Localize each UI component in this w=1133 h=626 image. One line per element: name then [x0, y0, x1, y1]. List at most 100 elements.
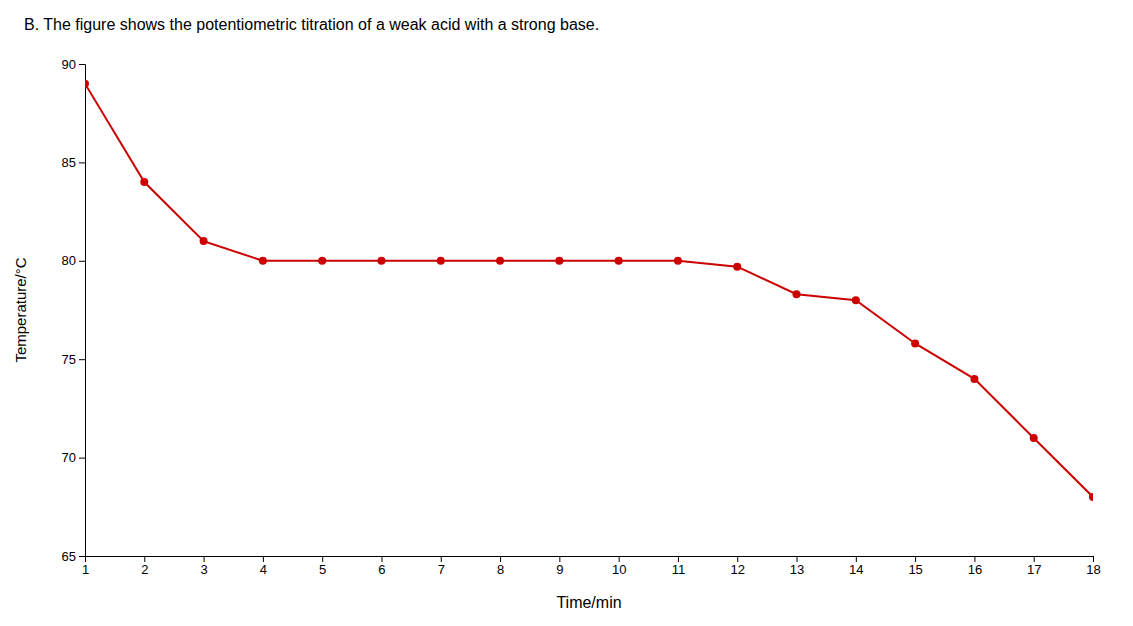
- point: [200, 237, 208, 245]
- x-tick: 17: [1027, 556, 1041, 577]
- title: B. The figure shows the potentiometric t…: [24, 16, 599, 33]
- x-axis-title: Time/min: [556, 594, 621, 611]
- y-axis: 65 70 75 80 85 90: [62, 57, 86, 564]
- x-tick-label: 4: [260, 562, 267, 577]
- x-tick: 3: [200, 556, 207, 577]
- point: [852, 296, 860, 304]
- point: [259, 257, 267, 265]
- x-tick: 1: [82, 556, 89, 577]
- y-tick: 85: [62, 155, 85, 170]
- x-tick-label: 17: [1027, 562, 1041, 577]
- y-tick-mark: [79, 261, 85, 262]
- x-tick-mark: [144, 556, 145, 562]
- y-tick: 65: [62, 549, 85, 564]
- x-tick: 8: [497, 556, 504, 577]
- x-tick: 18: [1086, 556, 1100, 577]
- x-tick: 9: [556, 556, 563, 577]
- x-tick-label: 7: [438, 562, 445, 577]
- x-tick: 5: [319, 556, 326, 577]
- point: [140, 178, 148, 186]
- x-tick: 14: [849, 556, 863, 577]
- y-tick-label: 85: [62, 155, 76, 170]
- y-tick: 70: [62, 450, 85, 465]
- x-tick: 11: [672, 556, 686, 577]
- x-tick-mark: [500, 556, 501, 562]
- x-axis: 123456789101112131415161718: [82, 556, 1101, 577]
- x-tick-label: 13: [790, 562, 804, 577]
- y-tick-label: 90: [62, 57, 76, 72]
- y-tick-mark: [79, 556, 85, 557]
- x-tick-mark: [619, 556, 620, 562]
- point: [85, 80, 89, 88]
- x-tick-label: 5: [319, 562, 326, 577]
- x-tick-mark: [974, 556, 975, 562]
- x-tick-mark: [263, 556, 264, 562]
- y-axis-line: [79, 65, 86, 557]
- y-tick: 75: [62, 352, 85, 367]
- x-tick-label: 16: [968, 562, 982, 577]
- x-tick-mark: [797, 556, 798, 562]
- y-tick-mark: [79, 458, 85, 459]
- y-tick: 80: [62, 253, 85, 268]
- x-tick-mark: [856, 556, 857, 562]
- x-tick-mark: [204, 556, 205, 562]
- x-tick-mark: [737, 556, 738, 562]
- y-tick: 90: [62, 57, 85, 72]
- x-axis-line: [86, 557, 1094, 563]
- x-tick-mark: [322, 556, 323, 562]
- x-tick-label: 3: [200, 562, 207, 577]
- x-tick: 6: [378, 556, 385, 577]
- x-tick: 2: [141, 556, 148, 577]
- y-tick-label: 80: [62, 253, 76, 268]
- x-tick: 10: [612, 556, 626, 577]
- x-tick: 12: [731, 556, 745, 577]
- y-tick-mark: [79, 162, 85, 163]
- x-tick-label: 8: [497, 562, 504, 577]
- x-tick-label: 12: [731, 562, 745, 577]
- x-tick-label: 6: [378, 562, 385, 577]
- plot: 123456789101112131415161718657075808590: [62, 57, 1101, 578]
- point: [970, 375, 978, 383]
- x-tick-label: 10: [612, 562, 626, 577]
- x-tick: 7: [438, 556, 445, 577]
- y-tick-label: 70: [62, 450, 76, 465]
- x-tick: 16: [968, 556, 982, 577]
- point: [437, 257, 445, 265]
- y-tick-label: 75: [62, 352, 76, 367]
- point: [911, 339, 919, 347]
- x-tick-label: 9: [556, 562, 563, 577]
- x-tick-label: 14: [849, 562, 863, 577]
- x-tick-label: 18: [1086, 562, 1100, 577]
- x-tick-label: 15: [908, 562, 922, 577]
- line: [85, 84, 1093, 497]
- x-tick: 15: [908, 556, 922, 577]
- x-tick-mark: [1093, 556, 1094, 562]
- x-tick-mark: [441, 556, 442, 562]
- point: [496, 257, 504, 265]
- y-tick-mark: [79, 64, 85, 65]
- point: [555, 257, 563, 265]
- x-tick-mark: [1034, 556, 1035, 562]
- x-tick-mark: [559, 556, 560, 562]
- x-tick-mark: [915, 556, 916, 562]
- x-tick-label: 1: [82, 562, 89, 577]
- x-tick: 13: [790, 556, 804, 577]
- chart: B. The figure shows the potentiometric t…: [0, 0, 1133, 626]
- point: [615, 257, 623, 265]
- point: [318, 257, 326, 265]
- point: [733, 263, 741, 271]
- y-axis-title: Temperature/°C: [12, 257, 29, 362]
- marks: [85, 80, 1093, 501]
- x-tick-mark: [381, 556, 382, 562]
- x-tick-mark: [678, 556, 679, 562]
- point: [377, 257, 385, 265]
- point: [674, 257, 682, 265]
- x-tick-label: 11: [672, 562, 686, 577]
- x-tick: 4: [260, 556, 267, 577]
- x-tick-label: 2: [141, 562, 148, 577]
- point: [793, 290, 801, 298]
- point: [1030, 434, 1038, 442]
- point: [1089, 493, 1093, 501]
- y-tick-mark: [79, 359, 85, 360]
- y-tick-label: 65: [62, 549, 76, 564]
